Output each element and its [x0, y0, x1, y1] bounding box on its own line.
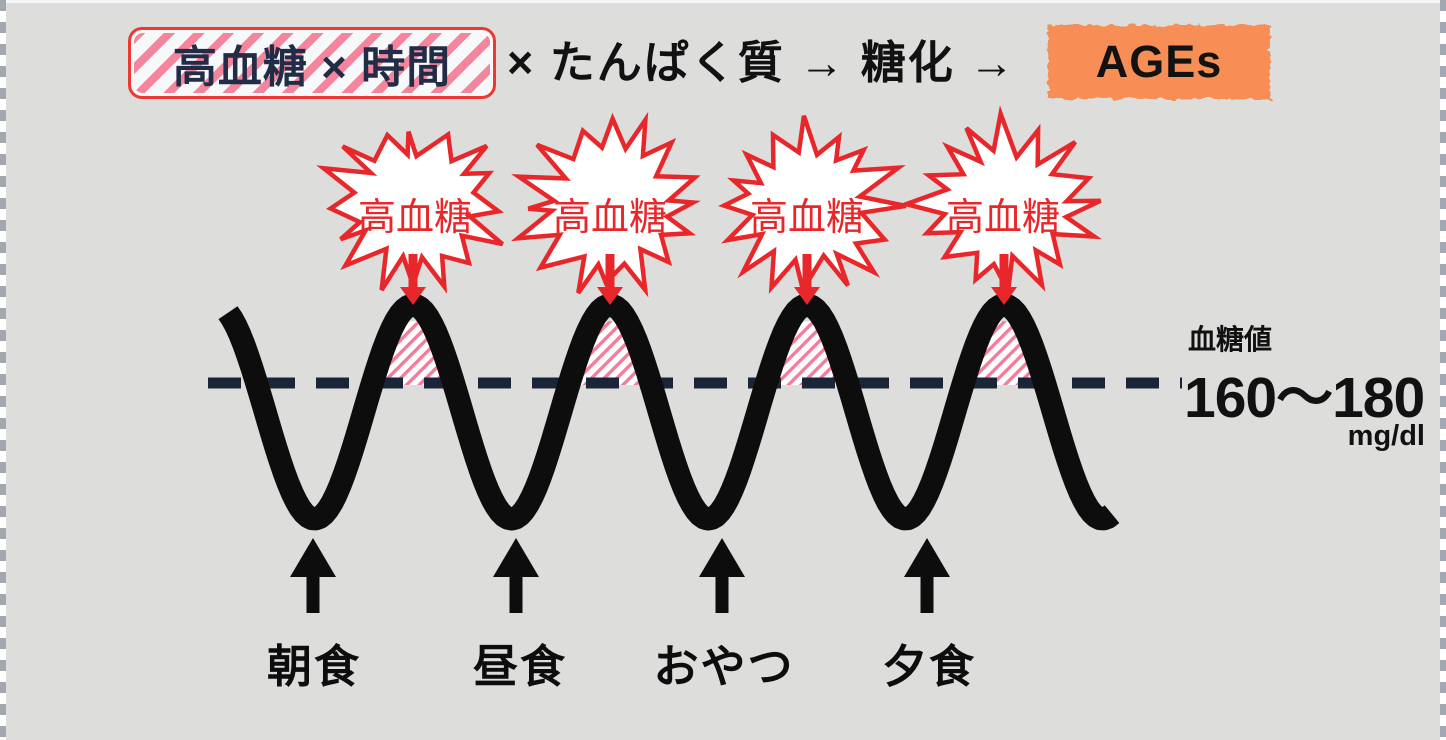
meal-label-breakfast: 朝食	[266, 641, 362, 692]
over-threshold-hatch-areas	[370, 321, 1047, 385]
spike-down-arrows	[400, 254, 1017, 305]
meal-label-dinner: 夕食	[881, 641, 977, 692]
right-dashed-border	[1440, 0, 1446, 740]
ages-box-bg	[1048, 25, 1270, 99]
burst-label-1: 高血糖	[357, 195, 472, 239]
threshold-title: 血糖値	[1188, 324, 1273, 355]
burst-label-3: 高血糖	[749, 195, 864, 239]
meal-label-snack: おやつ	[653, 641, 795, 692]
hyperglycemia-time-box: 高血糖 × 時間	[128, 27, 496, 99]
burst-label-4: 高血糖	[945, 195, 1060, 239]
pink-hatch-stripes	[134, 33, 490, 93]
blood-glucose-wave	[218, 293, 1120, 531]
burst-label-2: 高血糖	[552, 195, 667, 239]
threshold-unit: mg/dl	[1347, 420, 1425, 452]
formula-middle-text: × たんぱく質 → 糖化 →	[507, 37, 1017, 88]
threshold-range: 160〜180	[1184, 366, 1425, 430]
hyperglycemia-time-label: 高血糖 × 時間	[172, 43, 452, 92]
ages-label: AGEs	[1095, 36, 1223, 87]
left-dashed-border	[0, 0, 6, 740]
top-edge-strip	[0, 0, 1446, 3]
meal-label-lunch: 昼食	[472, 641, 568, 692]
meal-up-arrows	[290, 538, 950, 613]
ages-box: AGEs	[1048, 25, 1270, 99]
